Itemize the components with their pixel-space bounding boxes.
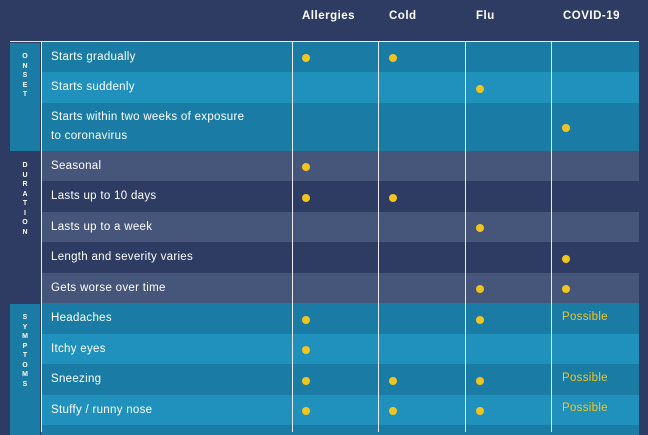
row-label: Lasts up to a week	[51, 220, 153, 233]
row-label: Starts gradually	[51, 50, 136, 63]
indicator-dot	[476, 224, 484, 232]
indicator-dot	[389, 407, 397, 415]
row-label: Starts suddenly	[51, 81, 135, 93]
indicator-dot	[302, 194, 310, 202]
indicator-dot	[302, 346, 310, 354]
possible-label: Possible	[562, 372, 608, 384]
column-divider	[292, 42, 293, 432]
indicator-dot	[389, 194, 397, 202]
indicator-dot	[476, 85, 484, 93]
indicator-dot	[302, 407, 310, 415]
column-divider	[465, 42, 466, 432]
table-row: Stuffy / runny nose Possible	[41, 395, 639, 425]
row-label: Seasonal	[51, 159, 102, 172]
table-row: Lasts up to a week	[41, 212, 639, 242]
table-row: Itchy eyes	[41, 334, 639, 364]
indicator-dot	[389, 54, 397, 62]
indicator-dot	[476, 285, 484, 293]
table-header: Allergies Cold Flu COVID-19	[0, 0, 648, 42]
indicator-dot	[562, 255, 570, 263]
row-label: Stuffy / runny nose	[51, 403, 153, 416]
indicator-dot	[302, 377, 310, 385]
table-row	[41, 425, 639, 435]
indicator-dot	[302, 163, 310, 171]
row-label: Gets worse over time	[51, 281, 166, 294]
table-row: Sneezing Possible	[41, 364, 639, 395]
indicator-dot	[302, 316, 310, 324]
indicator-dot	[302, 54, 310, 62]
indicator-dot	[476, 377, 484, 385]
table-row: Starts suddenly	[41, 72, 639, 103]
table-row: Gets worse over time	[41, 273, 639, 303]
table-row: Lasts up to 10 days	[41, 181, 639, 212]
possible-label: Possible	[562, 311, 608, 323]
column-header-cold: Cold	[389, 10, 417, 22]
table-row: Seasonal	[41, 151, 639, 181]
row-label: Sneezing	[51, 373, 102, 385]
indicator-dot	[389, 377, 397, 385]
row-label: Itchy eyes	[51, 342, 106, 355]
row-label: Starts within two weeks of exposure to co…	[51, 111, 245, 142]
column-divider	[378, 42, 379, 432]
table-row: Headaches Possible	[41, 303, 639, 334]
row-label: Length and severity varies	[51, 251, 194, 263]
header-rule	[10, 41, 639, 42]
row-label: Lasts up to 10 days	[51, 190, 157, 202]
column-header-flu: Flu	[476, 10, 495, 22]
possible-label: Possible	[562, 402, 608, 414]
indicator-dot	[562, 285, 570, 293]
column-header-allergies: Allergies	[302, 10, 356, 22]
row-label: Headaches	[51, 312, 112, 324]
indicator-dot	[562, 124, 570, 132]
indicator-dot	[476, 407, 484, 415]
indicator-dot	[476, 316, 484, 324]
table-row: Starts within two weeks of exposure to co…	[41, 103, 639, 151]
column-divider	[41, 42, 42, 432]
column-header-covid: COVID-19	[563, 10, 621, 22]
table-row: Starts gradually	[41, 42, 639, 72]
column-divider	[551, 42, 552, 432]
table-row: Length and severity varies	[41, 242, 639, 273]
